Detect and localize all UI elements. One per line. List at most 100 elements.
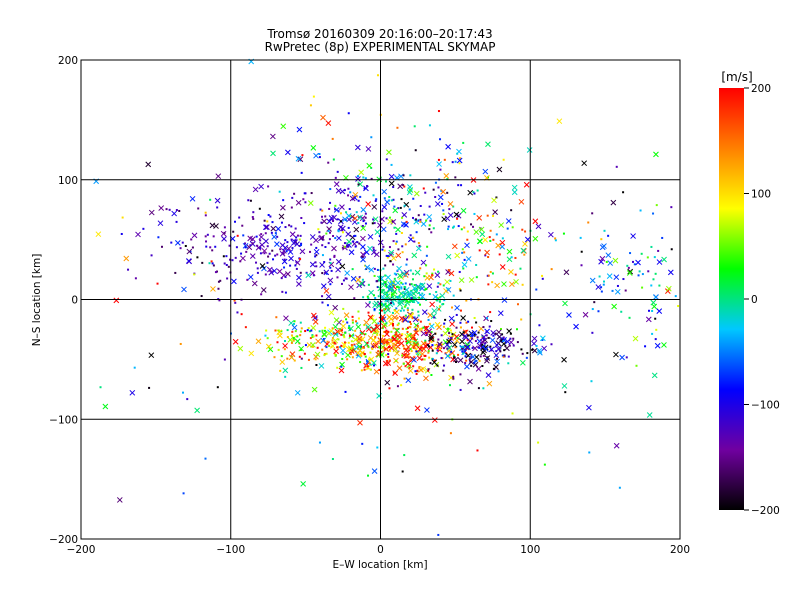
data-point-dot	[150, 254, 153, 257]
data-point-dot	[357, 221, 360, 224]
data-point-dot	[383, 347, 386, 350]
data-point-dot	[321, 348, 324, 351]
data-point-dot	[598, 275, 601, 278]
data-point-dot	[284, 275, 287, 278]
data-point-dot	[259, 246, 262, 249]
data-point-dot	[622, 278, 625, 281]
data-point-dot	[372, 248, 375, 251]
data-point-dot	[329, 258, 332, 261]
data-point-cross	[283, 315, 289, 322]
data-point-dot	[448, 354, 451, 357]
data-point-cross	[532, 235, 539, 242]
data-point-dot	[344, 277, 347, 280]
data-point-cross	[420, 330, 427, 337]
colorbar	[719, 88, 744, 510]
data-point-cross	[447, 201, 454, 207]
data-point-cross	[268, 269, 275, 276]
data-point-cross	[240, 255, 246, 262]
data-point-cross	[295, 155, 302, 162]
data-point-dot	[325, 272, 328, 275]
data-point-dot	[461, 345, 464, 348]
data-point-dot	[655, 204, 658, 207]
data-point-dot	[510, 209, 513, 212]
data-point-dot	[410, 297, 413, 300]
data-point-dot	[311, 334, 314, 337]
data-point-cross	[630, 233, 636, 239]
data-point-dot	[324, 245, 327, 248]
data-point-dot	[236, 311, 239, 314]
data-point-cross	[281, 258, 288, 265]
data-point-dot	[395, 359, 398, 362]
data-point-dot	[264, 334, 267, 337]
data-point-dot	[212, 264, 215, 267]
data-point-dot	[361, 442, 364, 445]
data-point-dot	[374, 335, 377, 338]
data-point-dot	[298, 238, 301, 241]
data-point-dot	[291, 196, 294, 199]
data-point-dot	[378, 235, 381, 238]
data-point-dot	[427, 318, 430, 321]
data-point-dot	[451, 226, 454, 229]
data-point-dot	[430, 374, 433, 377]
data-point-cross	[298, 345, 305, 352]
data-point-dot	[210, 260, 213, 263]
data-point-dot	[315, 265, 318, 268]
data-point-dot	[330, 269, 333, 272]
data-point-cross	[158, 205, 165, 211]
data-point-dot	[395, 240, 398, 243]
data-point-dot	[459, 388, 462, 391]
data-point-dot	[376, 446, 379, 449]
data-point-dot	[285, 250, 288, 253]
x-tick-label: 200	[670, 544, 690, 556]
data-point-dot	[390, 163, 393, 166]
data-point-dot	[197, 207, 200, 210]
data-point-cross	[402, 316, 409, 323]
data-point-dot	[396, 385, 399, 388]
data-point-dot	[347, 226, 350, 229]
data-point-dot	[442, 209, 445, 212]
data-point-dot	[364, 177, 367, 180]
data-point-cross	[285, 245, 292, 252]
data-point-dot	[267, 185, 270, 188]
data-point-dot	[350, 340, 353, 343]
data-point-dot	[276, 341, 279, 344]
data-point-dot	[440, 334, 443, 337]
data-point-cross	[390, 279, 397, 286]
data-point-cross	[288, 320, 294, 326]
data-point-cross	[237, 345, 244, 352]
data-point-dot	[418, 291, 421, 294]
data-point-cross	[232, 338, 239, 345]
data-point-cross	[326, 218, 333, 225]
data-point-cross	[444, 279, 451, 285]
data-point-cross	[348, 348, 355, 354]
data-point-cross	[465, 256, 472, 262]
data-point-dot	[616, 284, 619, 287]
data-point-dot	[641, 273, 644, 276]
data-point-dot	[410, 350, 413, 353]
data-point-cross	[282, 342, 288, 349]
data-point-dot	[377, 330, 380, 333]
data-point-cross	[365, 302, 371, 308]
data-point-cross	[294, 338, 301, 345]
data-point-dot	[174, 271, 177, 274]
data-point-dot	[431, 349, 434, 352]
data-point-dot	[371, 222, 374, 225]
data-point-dot	[324, 326, 327, 329]
data-point-dot	[414, 347, 417, 350]
data-point-dot	[393, 277, 396, 280]
data-point-cross	[287, 249, 294, 255]
data-point-cross	[355, 324, 362, 330]
data-point-dot	[423, 342, 426, 345]
data-point-dot	[456, 336, 459, 339]
data-point-dot	[400, 198, 403, 201]
data-point-dot	[409, 341, 412, 344]
data-point-dot	[394, 242, 397, 245]
data-point-cross	[434, 272, 441, 278]
data-point-dot	[290, 238, 293, 241]
data-point-dot	[280, 355, 283, 358]
data-point-dot	[407, 320, 410, 323]
data-point-dot	[400, 286, 403, 289]
data-point-dot	[409, 269, 412, 272]
data-point-dot	[384, 282, 387, 285]
data-point-cross	[305, 272, 312, 279]
